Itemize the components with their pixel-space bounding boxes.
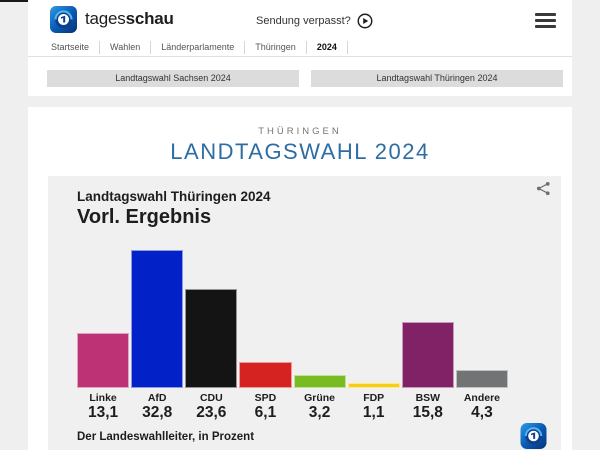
- tab-landtagswahl-sachsen[interactable]: Landtagswahl Sachsen 2024: [47, 70, 299, 87]
- bar-chart-plot: [77, 250, 508, 388]
- brand-wordmark[interactable]: tagesschau: [85, 9, 174, 28]
- page-title: LANDTAGSWAHL 2024: [170, 139, 430, 164]
- value-label-cdu: 23,6: [196, 404, 227, 421]
- bar-column-fdp: [347, 383, 400, 388]
- party-label-cdu: CDU: [199, 392, 223, 404]
- tagesschau-logo[interactable]: [50, 6, 77, 33]
- value-label-grüne: 3,2: [308, 404, 331, 421]
- breadcrumb-item-thüringen[interactable]: Thüringen: [245, 40, 307, 54]
- party-label-fdp: FDP: [363, 392, 385, 404]
- value-label-fdp: 1,1: [362, 404, 385, 421]
- bar-column-andere: [455, 370, 508, 388]
- breadcrumb-item-startseite[interactable]: Startseite: [41, 40, 101, 54]
- bar-andere: [455, 370, 508, 388]
- bar-spd: [239, 362, 292, 388]
- party-label-andere: Andere: [463, 392, 501, 404]
- bar-column-linke: [77, 333, 130, 388]
- bar-column-grüne: [293, 375, 346, 388]
- result-chart-card: Landtagswahl Thüringen 2024 Vorl. Ergebn…: [48, 176, 561, 450]
- site-header: tagesschau Sendung verpasst? Startseite W…: [28, 0, 572, 96]
- breadcrumb-item-wahlen[interactable]: Wahlen: [100, 40, 152, 54]
- breadcrumb-item-2024[interactable]: 2024: [307, 40, 348, 54]
- value-label-afd: 32,8: [142, 404, 173, 421]
- tab-landtagswahl-thueringen[interactable]: Landtagswahl Thüringen 2024: [311, 70, 563, 87]
- menu-icon[interactable]: [535, 13, 556, 28]
- main-content: THÜRINGEN LANDTAGSWAHL 2024 Landtagswahl…: [28, 107, 572, 450]
- value-label-andere: 4,3: [471, 404, 493, 421]
- sendung-verpasst-label: Sendung verpasst?: [256, 15, 351, 27]
- play-icon[interactable]: [357, 13, 373, 29]
- value-label-spd: 6,1: [254, 404, 277, 421]
- party-label-spd: SPD: [254, 392, 277, 404]
- value-label-bsw: 15,8: [412, 404, 443, 421]
- party-label-linke: Linke: [89, 392, 117, 404]
- value-labels-row: 13,1 32,8 23,6 6,1 3,2 1,1 15,8 4,3: [77, 404, 508, 422]
- top-edge-strip: [0, 0, 28, 2]
- bar-column-bsw: [401, 322, 454, 388]
- bar-grüne: [293, 375, 346, 388]
- bar-column-afd: [131, 250, 184, 388]
- bar-fdp: [347, 383, 400, 388]
- bar-linke: [77, 333, 130, 388]
- chart-title: Landtagswahl Thüringen 2024: [77, 189, 271, 204]
- bar-cdu: [185, 289, 238, 388]
- breadcrumb: Startseite Wahlen Länderparlamente Thüringe…: [28, 38, 572, 57]
- party-label-afd: AfD: [147, 392, 167, 404]
- bar-column-spd: [239, 362, 292, 388]
- chart-source: Der Landeswahlleiter, in Prozent: [77, 431, 255, 443]
- share-icon[interactable]: [536, 181, 551, 196]
- bar-afd: [131, 250, 184, 388]
- bar-column-cdu: [185, 289, 238, 388]
- value-label-linke: 13,1: [87, 404, 119, 421]
- chart-subtitle: Vorl. Ergebnis: [77, 206, 212, 228]
- party-label-grüne: Grüne: [304, 392, 336, 404]
- party-label-bsw: BSW: [415, 392, 441, 404]
- region-kicker: THÜRINGEN: [258, 126, 342, 137]
- breadcrumb-item-länderparlamente[interactable]: Länderparlamente: [151, 40, 246, 54]
- bar-bsw: [401, 322, 454, 388]
- sendung-verpasst-link[interactable]: Sendung verpasst?: [256, 13, 373, 29]
- party-labels-row: Linke AfD CDU SPD Grüne FDP BSW Andere: [77, 392, 508, 404]
- tagesschau-watermark-logo: [520, 423, 547, 449]
